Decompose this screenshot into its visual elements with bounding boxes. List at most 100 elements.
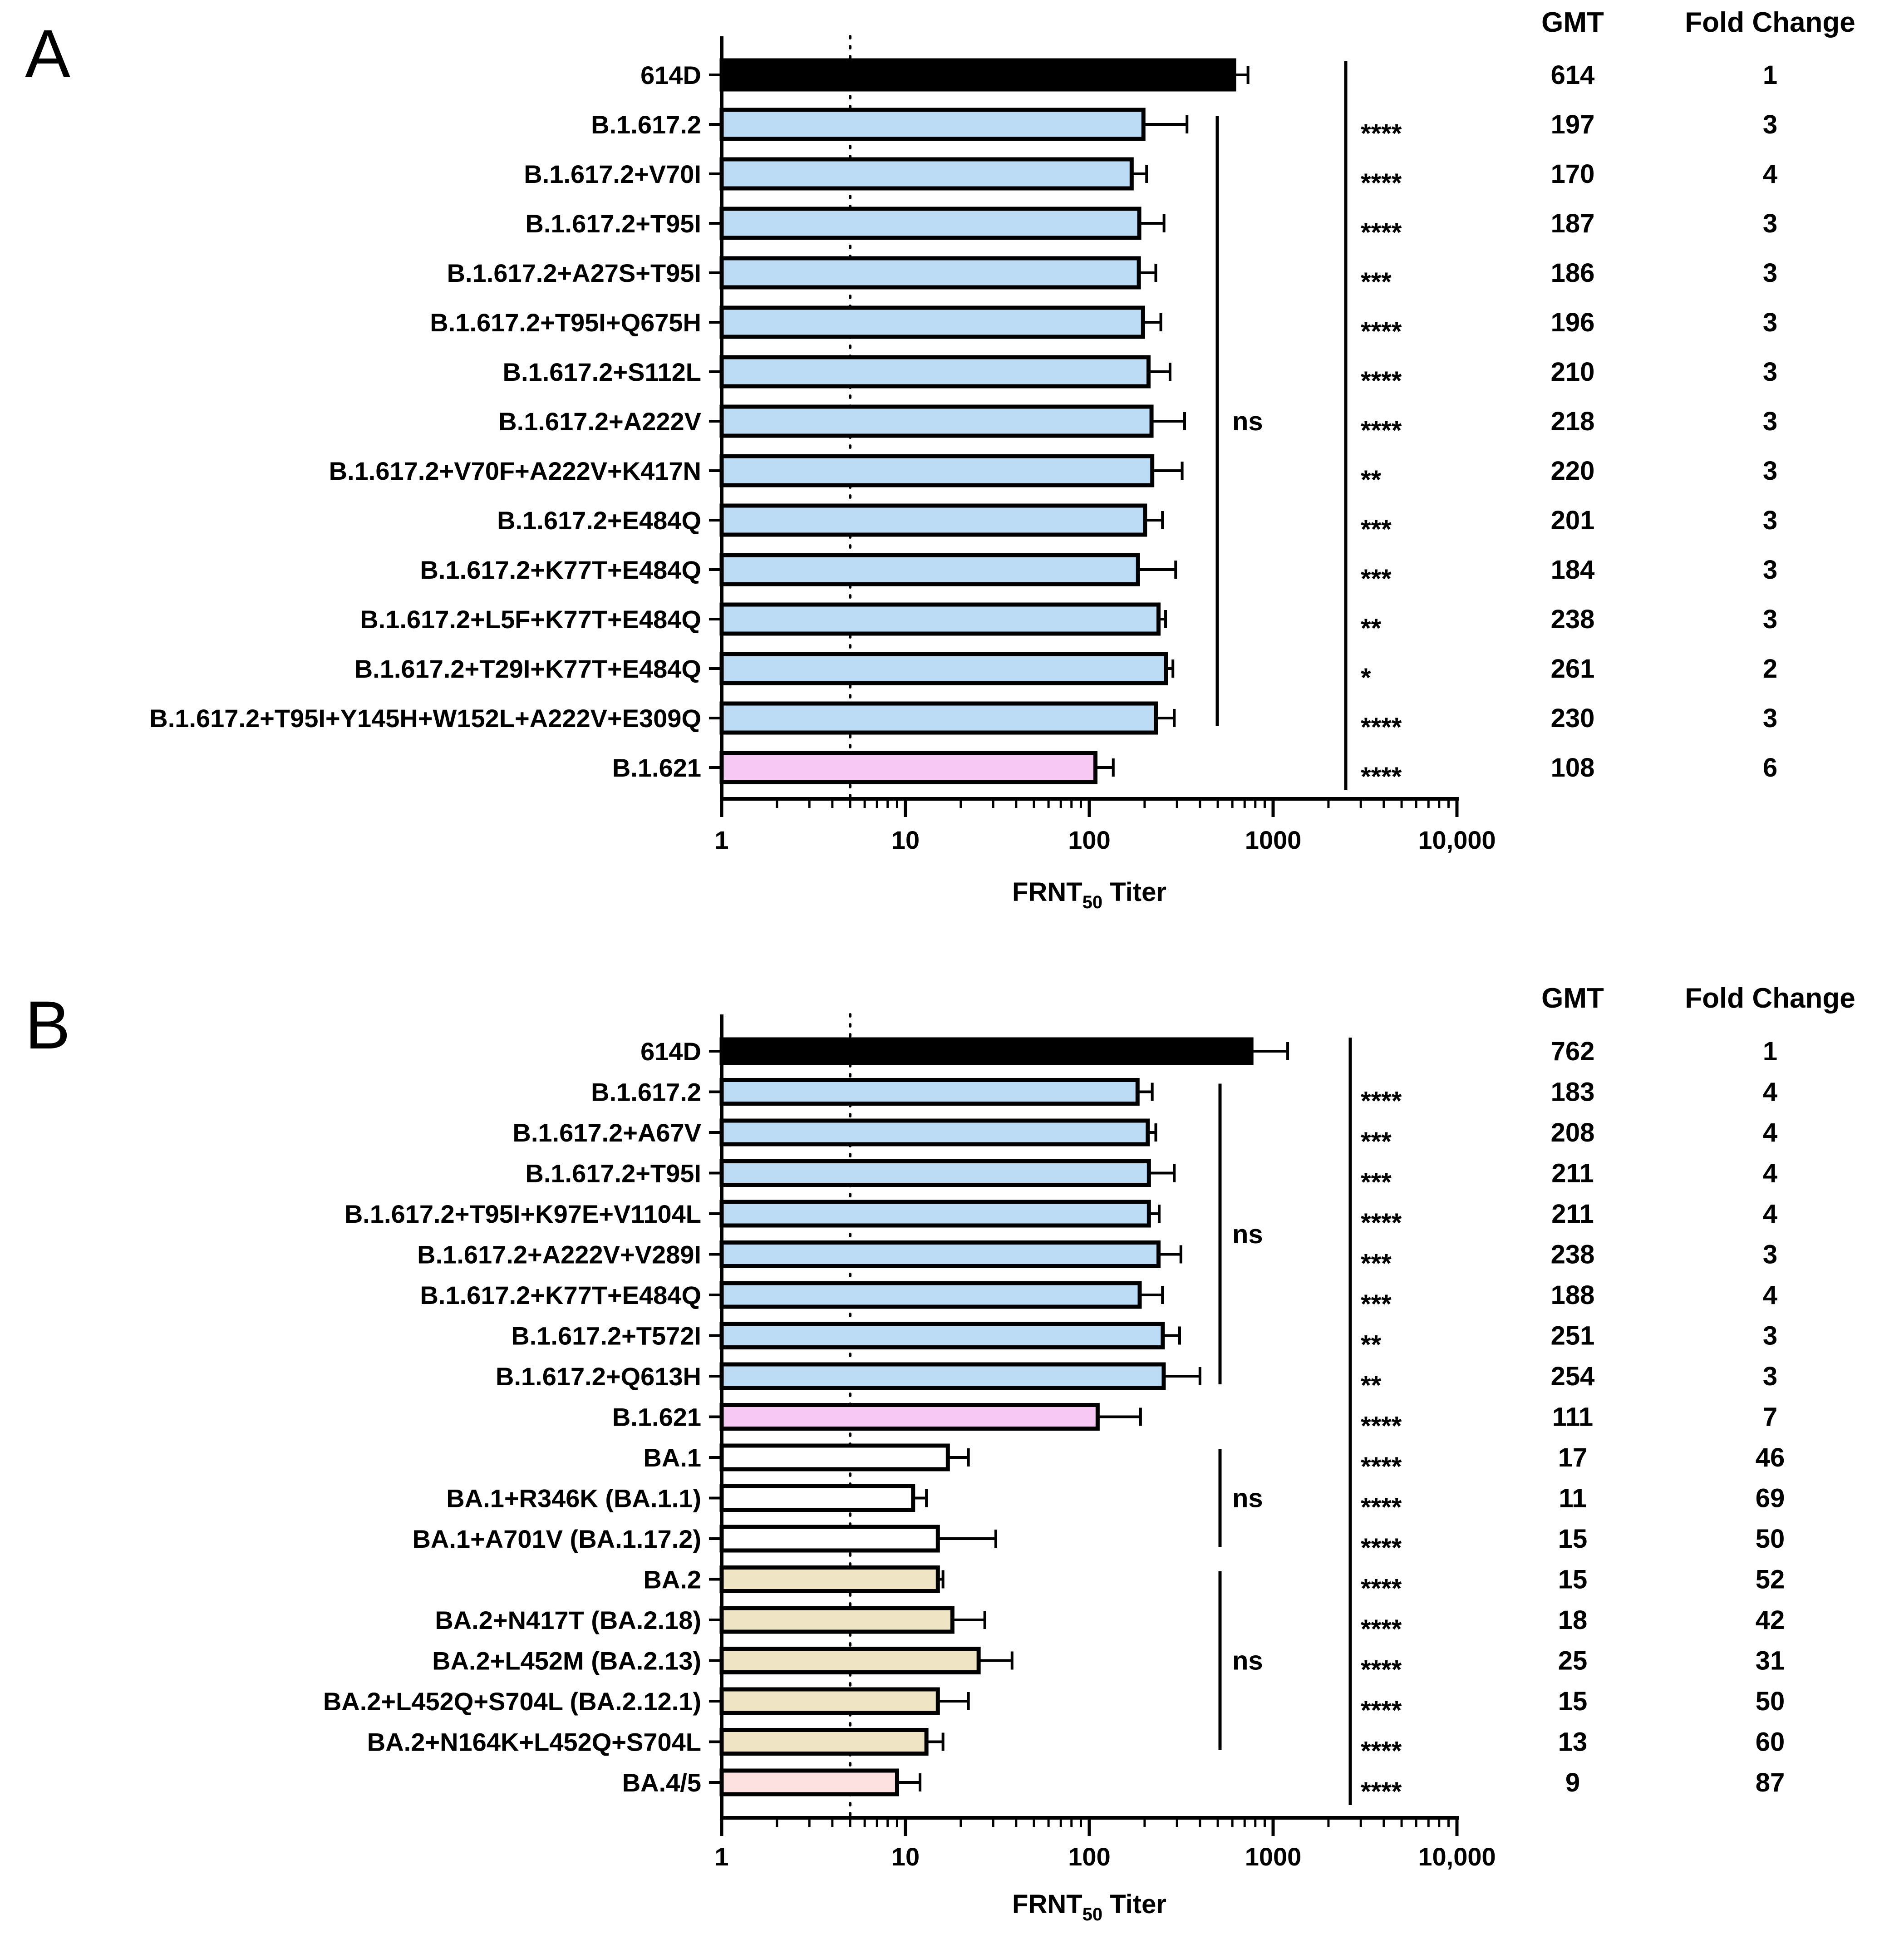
gmt-value: 108 xyxy=(1551,753,1595,782)
fold-change-value: 7 xyxy=(1763,1403,1777,1432)
x-tick-label: 100 xyxy=(1068,826,1110,854)
gmt-value: 187 xyxy=(1551,209,1595,238)
x-tick-label: 100 xyxy=(1068,1842,1110,1871)
significance-stars: **** xyxy=(1361,1412,1402,1441)
fold-change-value: 3 xyxy=(1763,407,1777,436)
row-label: BA.2+L452Q+S704L (BA.2.12.1) xyxy=(323,1687,701,1716)
gmt-value: 13 xyxy=(1558,1727,1588,1757)
fold-change-value: 6 xyxy=(1763,753,1777,782)
significance-stars: *** xyxy=(1361,1289,1392,1319)
bar xyxy=(719,1200,1151,1228)
bar xyxy=(719,602,1161,636)
fold-change-value: 46 xyxy=(1756,1443,1785,1472)
bar xyxy=(719,1118,1150,1147)
row-label: BA.2+N417T (BA.2.18) xyxy=(435,1606,701,1634)
panel-letter: B xyxy=(25,987,70,1063)
row-label: B.1.621 xyxy=(612,1403,701,1432)
significance-stars: ** xyxy=(1361,614,1382,643)
gmt-value: 15 xyxy=(1558,1524,1588,1554)
x-tick-label: 1 xyxy=(714,826,728,854)
fold-change-value: 1 xyxy=(1763,60,1777,90)
significance-stars: **** xyxy=(1361,1737,1402,1766)
bar xyxy=(719,355,1151,389)
x-axis-title-suffix: Titer xyxy=(1102,877,1166,907)
row-label: B.1.617.2+A222V xyxy=(498,407,701,436)
significance-stars: **** xyxy=(1361,713,1402,742)
significance-stars: **** xyxy=(1361,762,1402,792)
row-label: B.1.617.2 xyxy=(591,1078,701,1107)
significance-stars: **** xyxy=(1361,366,1402,396)
gmt-value: 220 xyxy=(1551,456,1595,486)
row-label: B.1.617.2+T95I xyxy=(525,209,701,238)
significance-stars: *** xyxy=(1361,564,1392,594)
significance-stars: **** xyxy=(1361,317,1402,346)
bar xyxy=(719,256,1141,290)
bar xyxy=(719,553,1140,586)
gmt-value: 614 xyxy=(1551,60,1595,90)
fold-change-value: 3 xyxy=(1763,308,1777,337)
fold-change-value: 3 xyxy=(1763,357,1777,387)
bar xyxy=(719,1403,1100,1431)
significance-stars: *** xyxy=(1361,1127,1392,1156)
significance-stars: **** xyxy=(1361,1574,1402,1604)
bar xyxy=(719,1322,1165,1349)
x-axis-title-subscript: 50 xyxy=(1082,892,1103,912)
fold-change-value: 50 xyxy=(1756,1524,1785,1554)
panel-letter: A xyxy=(25,15,70,92)
significance-stars: *** xyxy=(1361,267,1392,297)
bar xyxy=(719,108,1146,141)
significance-stars: **** xyxy=(1361,168,1402,198)
gmt-value: 196 xyxy=(1551,308,1595,337)
gmt-header: GMT xyxy=(1541,983,1604,1014)
fold-change-value: 69 xyxy=(1756,1484,1785,1513)
gmt-value: 211 xyxy=(1551,1159,1594,1188)
gmt-header: GMT xyxy=(1541,7,1604,38)
x-tick-label: 1000 xyxy=(1245,1842,1302,1871)
bar xyxy=(719,1159,1151,1187)
row-label: B.1.617.2+L5F+K77T+E484Q xyxy=(360,605,701,634)
x-tick-label: 10,000 xyxy=(1418,826,1496,854)
bar xyxy=(719,1484,915,1512)
gmt-value: 25 xyxy=(1558,1646,1588,1676)
fold-change-value: 3 xyxy=(1763,1240,1777,1270)
row-label: B.1.617.2+V70I xyxy=(524,160,701,188)
fold-change-value: 3 xyxy=(1763,506,1777,535)
fold-change-value: 3 xyxy=(1763,110,1777,139)
significance-stars: ** xyxy=(1361,1330,1382,1360)
gmt-value: 238 xyxy=(1551,1240,1595,1270)
bar xyxy=(719,1037,1254,1065)
gmt-value: 11 xyxy=(1559,1484,1586,1513)
fold-change-value: 4 xyxy=(1763,1199,1777,1229)
row-label: BA.2+N164K+L452Q+S704L xyxy=(367,1728,701,1757)
row-label: B.1.617.2+T95I+Q675H xyxy=(430,308,701,337)
fold-change-value: 50 xyxy=(1756,1687,1785,1716)
x-tick-label: 10 xyxy=(891,826,920,854)
gmt-value: 251 xyxy=(1551,1321,1595,1351)
row-label: B.1.617.2+A222V+V289I xyxy=(417,1240,701,1269)
bar xyxy=(719,157,1134,191)
bar xyxy=(719,701,1158,735)
significance-stars: * xyxy=(1361,663,1371,693)
x-axis-title-subscript: 50 xyxy=(1082,1904,1103,1924)
gmt-value: 17 xyxy=(1558,1443,1588,1472)
gmt-value: 184 xyxy=(1551,555,1595,585)
gmt-value: 170 xyxy=(1551,159,1595,189)
bar xyxy=(719,207,1141,240)
fold-change-value: 4 xyxy=(1763,1078,1777,1107)
x-axis-title-main: FRNT xyxy=(1012,877,1082,907)
fold-change-value: 3 xyxy=(1763,605,1777,634)
row-label: BA.1 xyxy=(643,1443,701,1472)
row-label: B.1.617.2+S112L xyxy=(503,358,701,386)
x-axis-title: FRNT50 Titer xyxy=(1012,877,1166,912)
gmt-value: 230 xyxy=(1551,704,1595,733)
significance-stars: **** xyxy=(1361,1777,1402,1806)
bar xyxy=(719,1078,1140,1106)
fold-change-value: 3 xyxy=(1763,209,1777,238)
bar xyxy=(719,454,1155,487)
row-label: B.1.617.2+Q613H xyxy=(496,1362,701,1391)
gmt-value: 762 xyxy=(1551,1037,1595,1066)
fold-change-value: 4 xyxy=(1763,1118,1777,1147)
x-axis-title: FRNT50 Titer xyxy=(1012,1890,1166,1924)
fold-change-value: 1 xyxy=(1763,1037,1777,1066)
bar xyxy=(719,1281,1142,1309)
